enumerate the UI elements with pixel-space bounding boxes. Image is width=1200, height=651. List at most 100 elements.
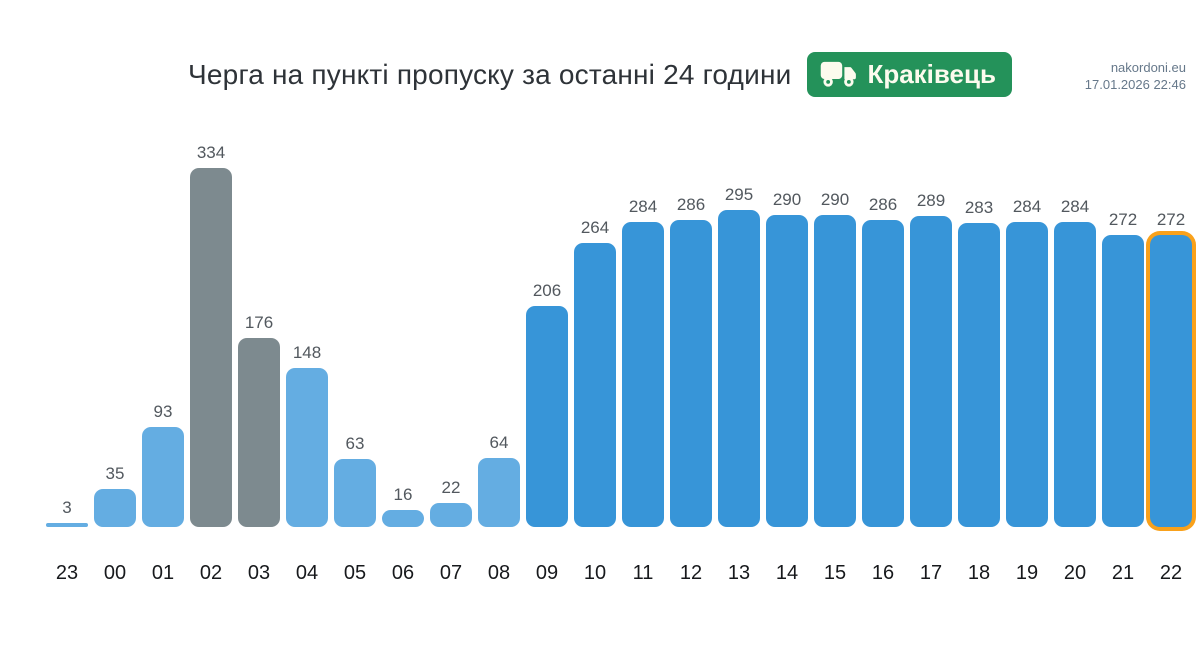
bar-value-label: 22 [441,478,461,498]
bar-value-label: 286 [676,194,706,214]
bar-column: 290 14 [766,133,808,585]
x-axis-tick-label: 00 [103,562,127,584]
bar-value-label: 295 [724,184,754,204]
bar [478,458,520,527]
x-axis-tick-label: 05 [343,562,367,584]
x-axis-tick-label: 09 [535,562,559,584]
bar-column: 264 10 [574,133,616,585]
bar [766,215,808,527]
bar-column: 286 16 [862,133,904,585]
bar-value-label: 64 [489,433,509,453]
bar-value-label: 286 [868,194,898,214]
x-axis-tick-label: 16 [871,562,895,584]
bar-value-label: 334 [196,142,226,162]
bar [814,215,856,527]
x-axis-tick-label: 21 [1111,562,1135,584]
bar [46,523,88,527]
bar-value-label: 63 [345,434,365,454]
bar [382,509,424,527]
bar-value-label: 93 [153,402,173,422]
bar [718,209,760,527]
bar [238,337,280,527]
bar-column: 334 02 [190,133,232,585]
bar [574,243,616,527]
bar [94,489,136,527]
bar-value-label: 16 [393,484,413,504]
x-axis-tick-label: 01 [151,562,175,584]
bar-column: 93 01 [142,133,184,585]
x-axis-tick-label: 14 [775,562,799,584]
bar-column: 284 11 [622,133,664,585]
bar [526,305,568,527]
x-axis-tick-label: 20 [1063,562,1087,584]
bar-value-label: 264 [580,218,610,238]
timestamp: 17.01.2026 22:46 [1084,76,1186,92]
bar-value-label: 3 [62,498,72,517]
bar-value-label: 206 [532,280,562,300]
bar-value-label: 284 [1060,196,1090,216]
bar-value-label: 284 [1012,196,1042,216]
bar [622,221,664,527]
bar-column: 272 22 [1150,133,1192,585]
bar-column: 35 00 [94,133,136,585]
x-axis-tick-label: 17 [919,562,943,584]
site-info: nakordoni.eu 17.01.2026 22:46 [1085,60,1186,94]
bar [670,219,712,527]
page-title: Черга на пункті пропуску за останні 24 г… [188,58,792,90]
bar-column: 286 12 [670,133,712,585]
bar-value-label: 283 [964,197,994,217]
bar-value-label: 148 [292,342,322,362]
bar-value-label: 272 [1108,209,1138,229]
x-axis-tick-label: 07 [439,562,463,584]
x-axis-tick-label: 03 [247,562,271,584]
bar [430,503,472,527]
bar-column: 22 07 [430,133,472,585]
x-axis-tick-label: 11 [632,562,654,584]
bar-column: 16 06 [382,133,424,585]
bar-column: 284 20 [1054,133,1096,585]
x-axis-tick-label: 18 [967,562,991,584]
bar-column: 206 09 [526,133,568,585]
bar-column: 283 18 [958,133,1000,585]
bar-column: 272 21 [1102,133,1144,585]
bar-chart: 3 23 35 00 93 01 334 02 176 03 148 04 63 05 16 06 22 07 64… [46,133,1192,585]
x-axis-tick-label: 23 [55,562,79,584]
bar-column: 63 05 [334,133,376,585]
bar [142,427,184,527]
bar-highlighted [1150,234,1192,527]
bar [862,219,904,527]
bar-value-label: 284 [628,196,658,216]
bar [1054,221,1096,527]
bar-column: 3 23 [46,133,88,585]
bar-column: 290 15 [814,133,856,585]
bar [286,367,328,527]
bar-value-label: 290 [820,190,850,210]
bar [1102,234,1144,527]
x-axis-tick-label: 22 [1159,562,1183,584]
site-name: nakordoni.eu [1110,60,1186,75]
bar [334,459,376,527]
x-axis-tick-label: 12 [679,562,703,584]
x-axis-tick-label: 13 [727,562,751,584]
x-axis-tick-label: 08 [487,562,511,584]
x-axis-tick-label: 02 [199,562,223,584]
x-axis-tick-label: 15 [823,562,847,584]
checkpoint-badge[interactable]: Краківець [807,52,1012,97]
bar [1006,221,1048,527]
x-axis-tick-label: 04 [295,562,319,584]
bar-column: 289 17 [910,133,952,585]
bar-column: 64 08 [478,133,520,585]
bar [958,222,1000,527]
bar-column: 284 19 [1006,133,1048,585]
bar-value-label: 272 [1156,209,1186,229]
header: Черга на пункті пропуску за останні 24 г… [0,52,1200,97]
bar [910,216,952,527]
bar-value-label: 176 [244,312,274,332]
checkpoint-name: Краківець [867,59,996,89]
bar-value-label: 289 [916,191,946,211]
bar-column: 176 03 [238,133,280,585]
bar-column: 295 13 [718,133,760,585]
x-axis-tick-label: 06 [391,562,415,584]
x-axis-tick-label: 19 [1015,562,1039,584]
bar [190,167,232,527]
